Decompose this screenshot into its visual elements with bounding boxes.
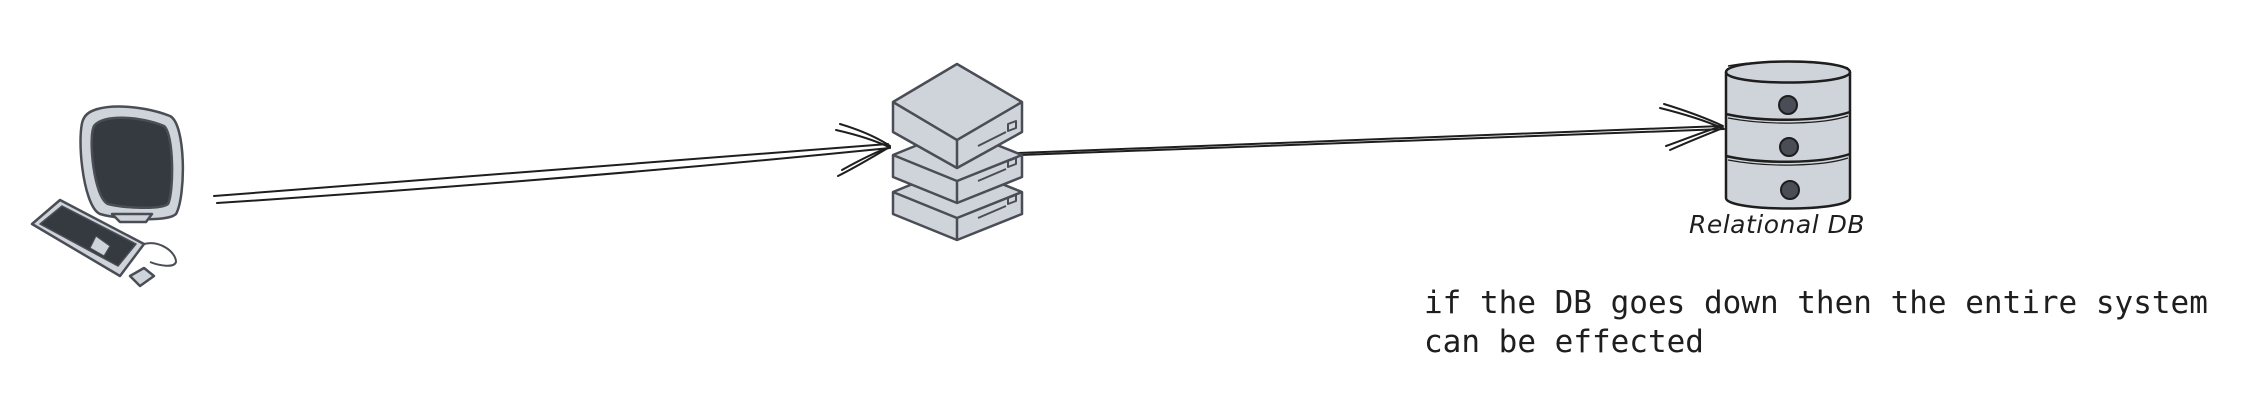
arrowhead-database <box>1663 103 1724 127</box>
computer-icon <box>30 105 185 288</box>
edge-server-to-database <box>1017 103 1725 156</box>
edge-client-to-server <box>213 123 891 204</box>
database-label: Relational DB <box>1688 210 1866 239</box>
annotation-note: if the DB goes down then the entire syst… <box>1424 285 2208 360</box>
arrowhead-server <box>839 123 891 147</box>
server-rack-icon <box>891 62 1024 242</box>
database-icon <box>1724 60 1852 210</box>
